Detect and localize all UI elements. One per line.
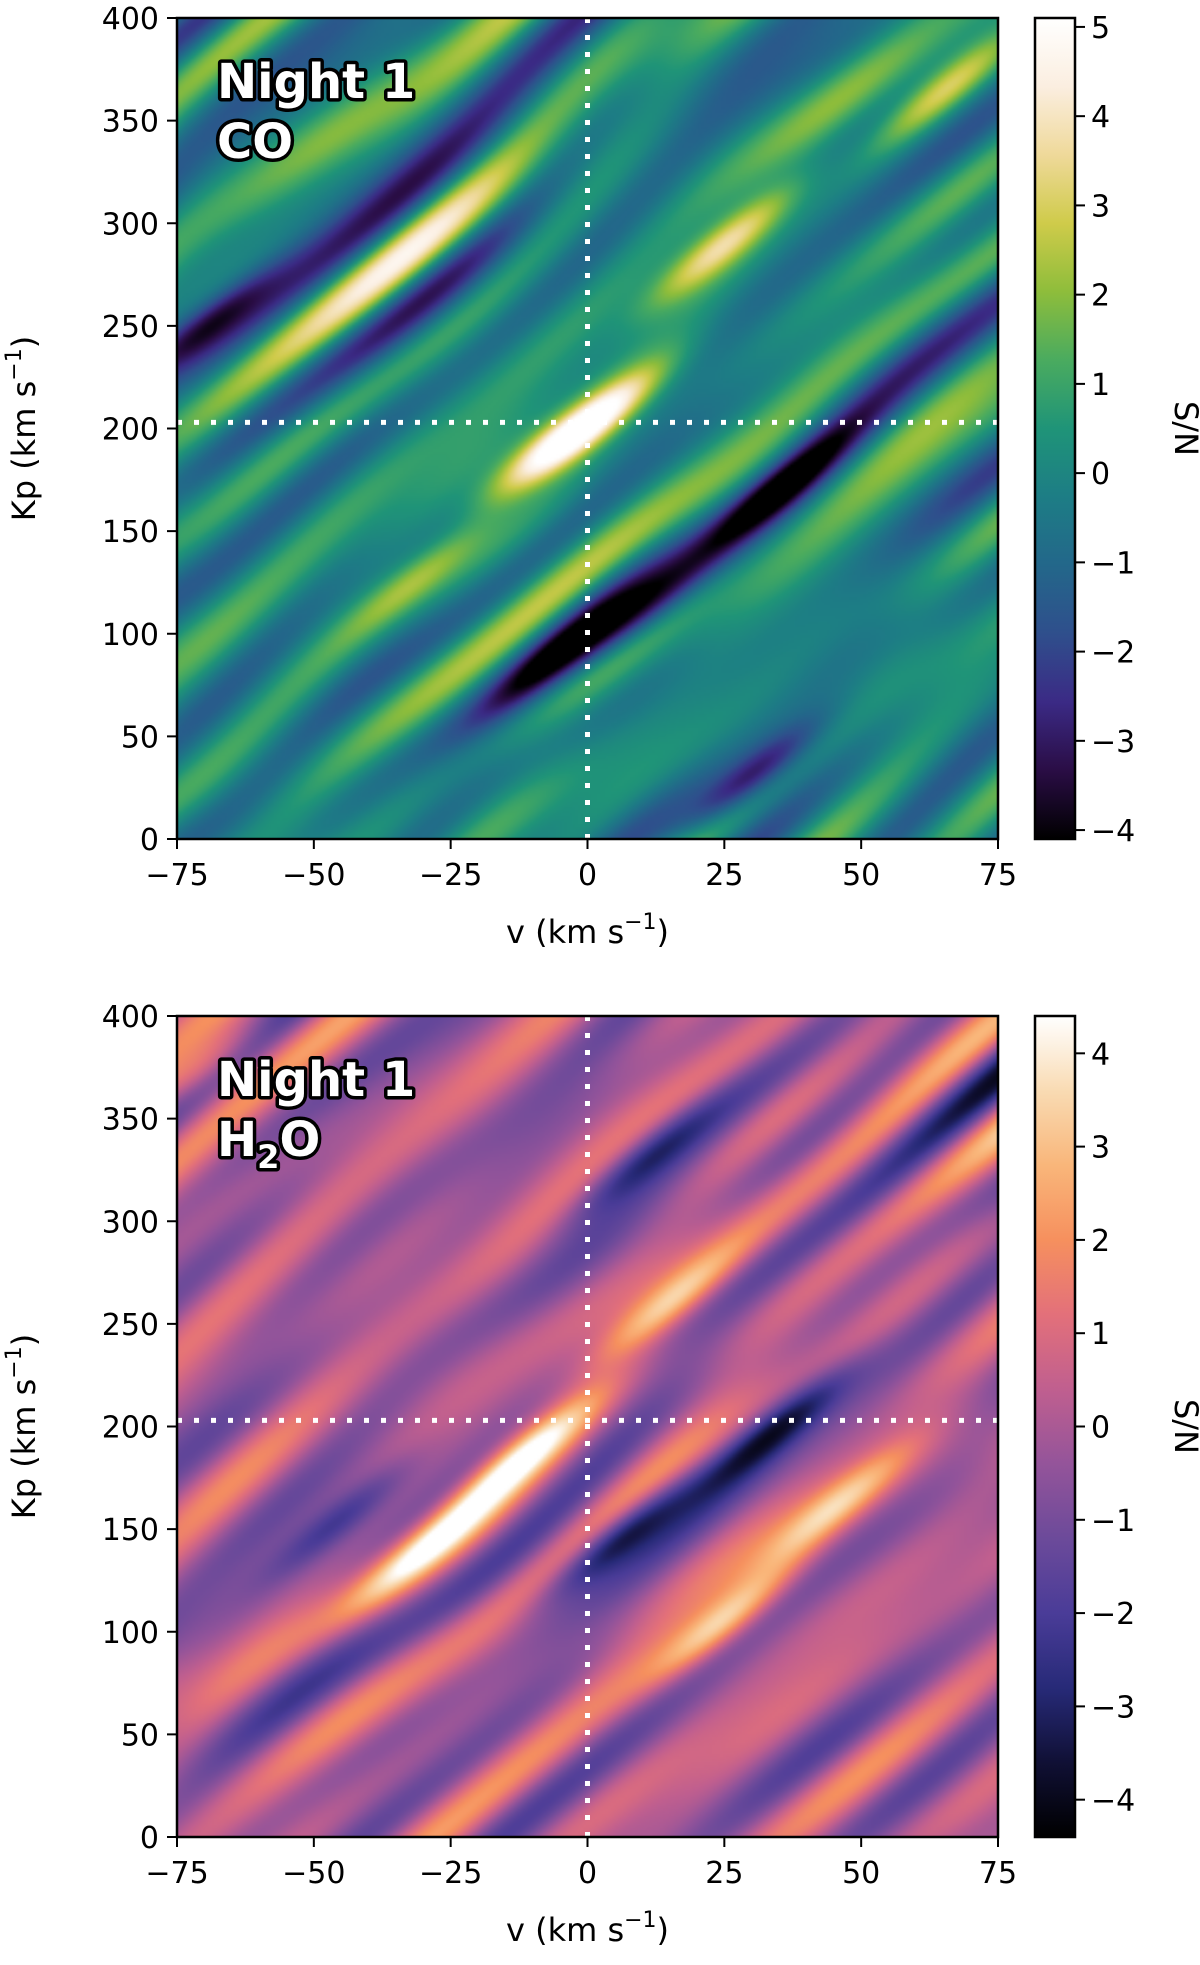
- colorbar-tick-label: 3: [1091, 1131, 1110, 1166]
- y-tick-label: 300: [102, 1205, 159, 1240]
- x-tick-label: 75: [979, 1856, 1017, 1891]
- colorbar-tick-label: −4: [1091, 1784, 1135, 1819]
- x-tick-label: 25: [705, 858, 743, 893]
- x-tick-label: −50: [282, 858, 345, 893]
- colorbar-tick-label: −1: [1091, 1504, 1135, 1539]
- y-tick-label: 100: [102, 618, 159, 653]
- panel-h2o: −75 −50 −25 0 25 50 75 0 50 100 150 200 250 300 350 400…: [2, 1000, 1200, 1949]
- y-tick-label: 150: [102, 515, 159, 550]
- panel-co: −75 −50 −25 0 25 50 75050100150200250300350400…: [2, 2, 1200, 951]
- y-tick-label: 200: [102, 413, 159, 448]
- x-tick-label: −50: [282, 1856, 345, 1891]
- y-tick-label: 0: [140, 823, 159, 858]
- x-tick-label: 50: [842, 1856, 880, 1891]
- colorbar-label: S/N: [1167, 401, 1200, 456]
- y-tick-label: 400: [102, 1000, 159, 1035]
- x-tick-label: 0: [578, 858, 597, 893]
- x-tick-label: −25: [419, 858, 482, 893]
- colorbar-tick-label: −3: [1091, 725, 1135, 760]
- colorbar: [1033, 1014, 1077, 1839]
- colorbar-tick-label: 2: [1091, 1224, 1110, 1259]
- x-tick-label: 0: [578, 1856, 597, 1891]
- colorbar-tick-label: 1: [1091, 368, 1110, 403]
- panel-annotation-species: CO: [217, 114, 293, 170]
- x-axis-label: v (km s−1): [506, 1908, 669, 1949]
- y-tick-label: 100: [102, 1616, 159, 1651]
- y-axis-label: Kp (km s−1): [2, 1334, 43, 1519]
- x-tick-label: −25: [419, 1856, 482, 1891]
- colorbar-tick-label: 2: [1091, 279, 1110, 314]
- colorbar-tick-label: 4: [1091, 1037, 1110, 1072]
- colorbar-tick-label: −2: [1091, 1597, 1135, 1632]
- colorbar-tick-label: 3: [1091, 189, 1110, 224]
- colorbar-tick-label: 0: [1091, 457, 1110, 492]
- colorbar-tick-label: 4: [1091, 100, 1110, 135]
- y-tick-label: 150: [102, 1513, 159, 1548]
- colorbar-tick-label: −3: [1091, 1690, 1135, 1725]
- y-tick-label: 0: [140, 1821, 159, 1856]
- y-tick-label: 50: [121, 1718, 159, 1753]
- y-tick-label: 350: [102, 105, 159, 140]
- x-tick-label: 75: [979, 858, 1017, 893]
- y-tick-label: 400: [102, 2, 159, 37]
- colorbar-label: S/N: [1167, 1399, 1200, 1454]
- y-tick-label: 250: [102, 1308, 159, 1343]
- y-tick-label: 350: [102, 1103, 159, 1138]
- colorbar: [1033, 16, 1077, 841]
- y-tick-label: 200: [102, 1411, 159, 1446]
- x-axis-label: v (km s−1): [506, 910, 669, 951]
- x-tick-label: 25: [705, 1856, 743, 1891]
- colorbar-tick-label: −4: [1091, 814, 1135, 849]
- y-tick-label: 300: [102, 207, 159, 242]
- y-tick-label: 50: [121, 720, 159, 755]
- colorbar-tick-label: 5: [1091, 11, 1110, 46]
- x-tick-label: −75: [145, 1856, 208, 1891]
- y-axis-label: Kp (km s−1): [2, 336, 43, 521]
- colorbar-tick-label: 1: [1091, 1317, 1110, 1352]
- colorbar-tick-label: −1: [1091, 546, 1135, 581]
- colorbar-tick-label: 0: [1091, 1411, 1110, 1446]
- panel-annotation-title: Night 1: [217, 1052, 415, 1108]
- colorbar-tick-label: −2: [1091, 636, 1135, 671]
- panel-annotation-species: H2O: [217, 1112, 320, 1176]
- x-tick-label: 50: [842, 858, 880, 893]
- x-tick-label: −75: [145, 858, 208, 893]
- y-tick-label: 250: [102, 310, 159, 345]
- panel-annotation-title: Night 1: [217, 54, 415, 110]
